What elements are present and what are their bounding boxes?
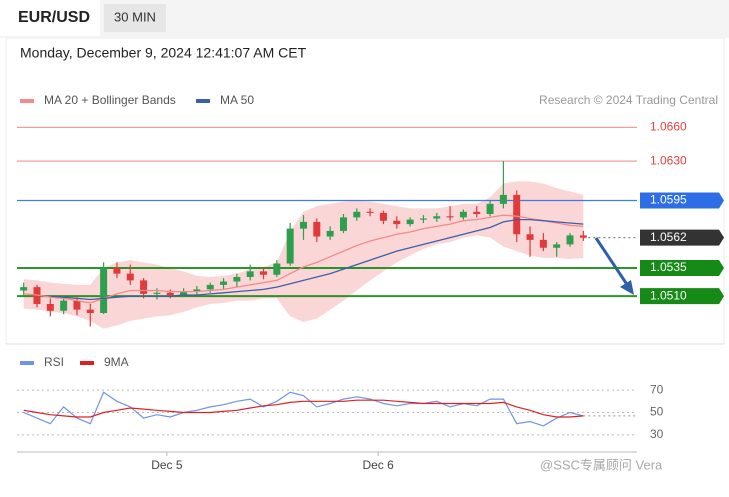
y-tick-label: 50 — [650, 405, 664, 419]
price-label: 1.0510 — [650, 288, 687, 302]
candle-body — [473, 211, 481, 214]
candle-body — [246, 271, 254, 277]
candle-body — [233, 277, 241, 282]
legend-label: 9MA — [104, 355, 129, 369]
candle-body — [126, 273, 134, 281]
attribution: Research © 2024 Trading Central — [539, 93, 718, 107]
candle-body — [193, 289, 201, 292]
timeframe-tab[interactable] — [104, 4, 166, 32]
y-tick-label: 30 — [650, 427, 664, 441]
legend-swatch — [196, 99, 210, 103]
bollinger-band — [23, 181, 584, 329]
watermark: @SSC专属顾问 Vera — [540, 457, 663, 472]
candle-body — [379, 212, 387, 221]
candle-body — [180, 291, 188, 295]
candle-body — [273, 263, 281, 275]
legend-swatch — [20, 99, 34, 103]
forecast-arrowhead — [620, 280, 634, 295]
candle-body — [113, 268, 121, 274]
price-label-box — [640, 288, 724, 305]
ma-line — [23, 214, 584, 304]
timeframe: 30 MIN — [114, 9, 156, 24]
legend-swatch — [20, 361, 34, 365]
candle-body — [86, 309, 94, 313]
indicator-line — [23, 399, 584, 418]
candle-body — [579, 235, 587, 238]
price-label: 1.0562 — [650, 230, 687, 244]
candle-body — [46, 304, 54, 311]
datetime: Monday, December 9, 2024 12:41:07 AM CET — [20, 45, 307, 61]
candle-body — [60, 300, 68, 311]
candle-body — [73, 300, 81, 310]
price-label-box — [640, 260, 724, 276]
x-tick-label: Dec 6 — [362, 458, 394, 472]
legend-label: MA 20 + Bollinger Bands — [44, 93, 176, 107]
candle-body — [459, 211, 467, 218]
legend-swatch — [80, 361, 94, 365]
candle-body — [166, 292, 174, 295]
candle-body — [499, 194, 507, 204]
candle-body — [553, 244, 561, 248]
candle-body — [513, 194, 521, 235]
candle-body — [326, 230, 334, 237]
price-label-box — [640, 229, 724, 246]
candle-body — [313, 221, 321, 237]
candle-body — [339, 217, 347, 231]
candle-body — [406, 219, 414, 225]
candle-body — [300, 221, 307, 229]
candle-body — [446, 216, 454, 218]
candle-body — [566, 235, 574, 245]
symbol: EUR/USD — [18, 9, 90, 26]
legend-label: MA 50 — [220, 93, 254, 107]
price-label: 1.0630 — [650, 153, 687, 167]
candle-body — [220, 281, 228, 285]
candle-body — [140, 280, 148, 294]
candle-body — [20, 287, 28, 291]
price-label: 1.0535 — [650, 260, 687, 274]
y-tick-label: 70 — [650, 382, 664, 396]
candle-body — [526, 234, 534, 240]
candle-body — [260, 271, 268, 275]
candle-body — [366, 211, 374, 213]
price-label: 1.0595 — [650, 193, 687, 207]
candle-body — [419, 218, 427, 220]
candle-body — [153, 292, 161, 294]
ma-line — [50, 218, 584, 301]
candle-body — [539, 239, 547, 248]
candle-body — [486, 203, 494, 214]
candle-body — [286, 228, 294, 264]
price-label-box — [640, 192, 724, 209]
candle-body — [206, 284, 214, 290]
x-tick-label: Dec 5 — [151, 458, 183, 472]
indicator-line — [23, 391, 584, 427]
candle-body — [433, 216, 441, 219]
candle-body — [100, 268, 108, 313]
price-label: 1.0660 — [650, 120, 687, 134]
symbol-tab — [0, 0, 100, 36]
candle-body — [353, 211, 361, 218]
legend-label: RSI — [44, 355, 64, 369]
candle-body — [393, 220, 401, 225]
forecast-arrow — [594, 237, 630, 287]
